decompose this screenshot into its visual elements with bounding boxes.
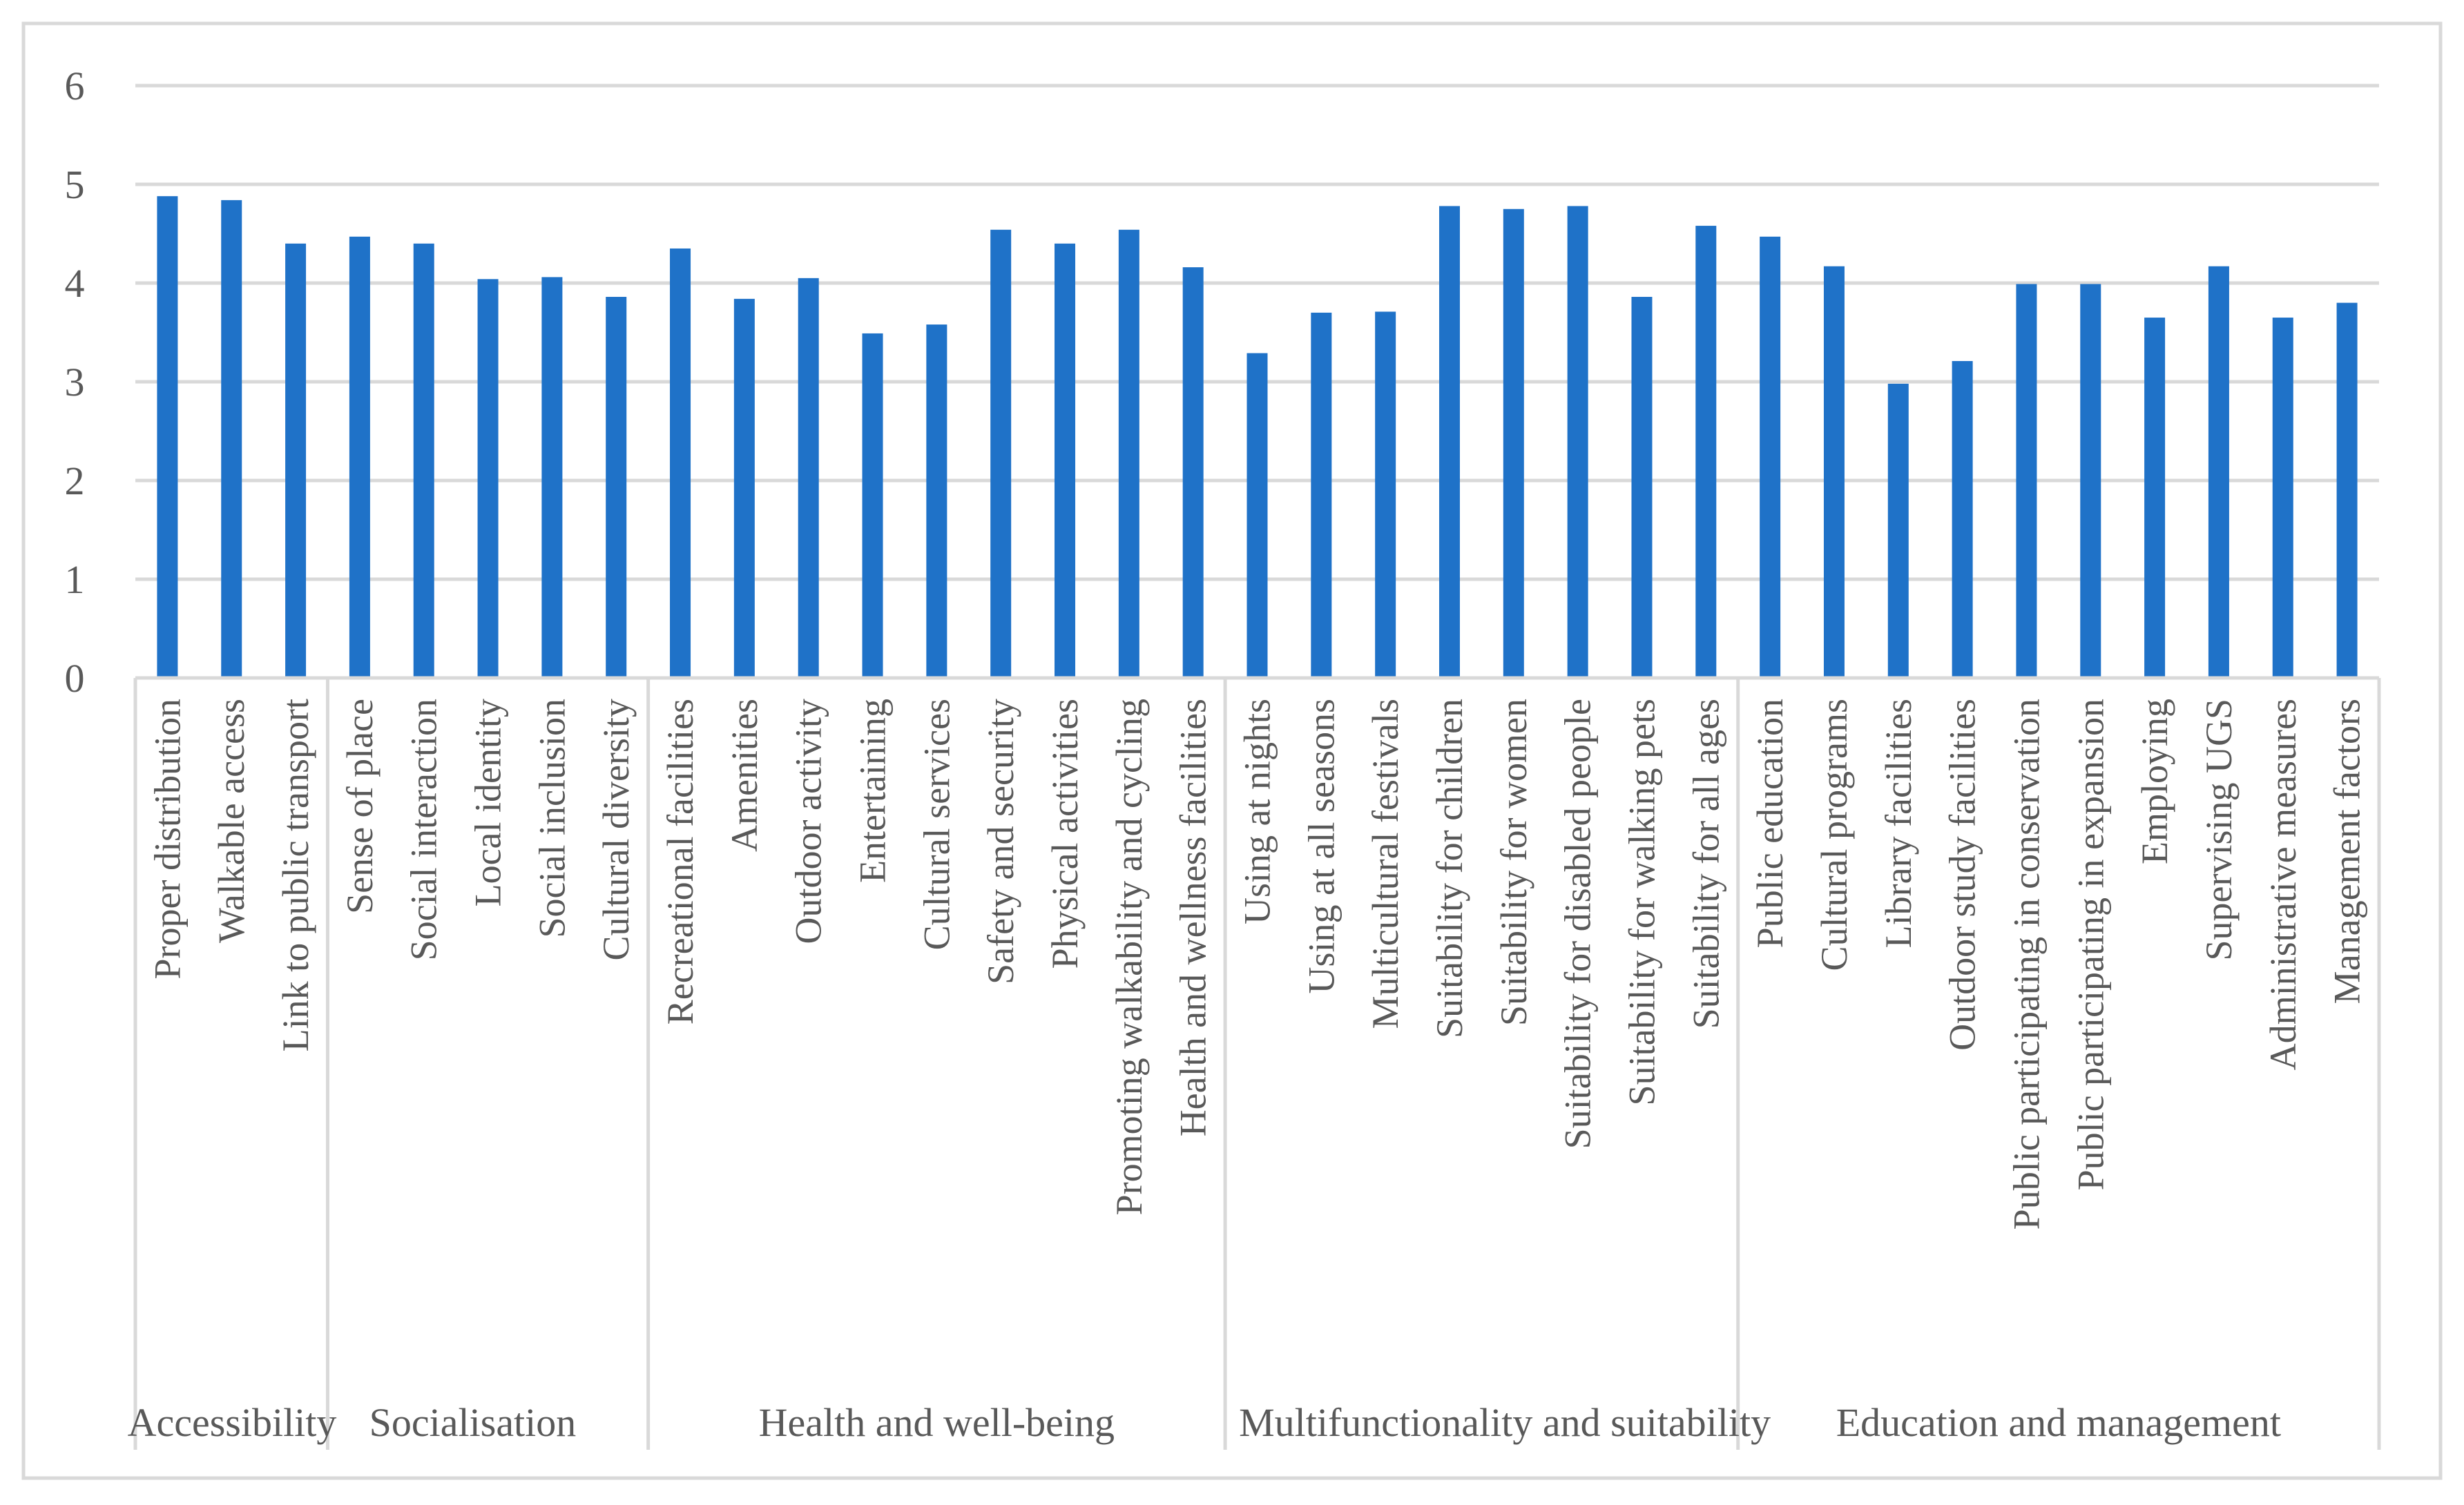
category-labels: Proper distribution Walkable access Link t… [146, 699, 2367, 1230]
bar [1118, 229, 1139, 678]
y-axis-ticks: 0 1 2 3 4 5 6 [65, 64, 85, 701]
y-tick-label: 3 [65, 360, 85, 405]
gridlines [135, 84, 2379, 581]
category-label: Library facilities [1878, 699, 1919, 948]
category-label: Public participating in expansion [2070, 699, 2111, 1190]
category-label: Safety and security [980, 699, 1021, 984]
category-label: Suitability for women [1493, 699, 1534, 1026]
category-label: Social inclusion [531, 699, 572, 938]
category-label: Physical activities [1044, 699, 1086, 969]
bars [157, 196, 2358, 679]
group-label: Education and management [1836, 1400, 2281, 1445]
y-tick-label: 5 [65, 162, 85, 207]
category-label: Local identity [468, 699, 509, 906]
bar [1760, 236, 1781, 678]
category-label: Outdoor activity [788, 699, 829, 944]
category-label: Sense of place [339, 699, 381, 914]
y-tick-label: 6 [65, 64, 85, 108]
group-label: Accessibility [128, 1400, 337, 1445]
category-label: Using at all seasons [1300, 699, 1342, 993]
group-label: Health and well-being [759, 1400, 1115, 1445]
category-label: Social interaction [403, 699, 445, 960]
bar [1311, 312, 1332, 678]
bar [2336, 302, 2358, 679]
bar [1503, 208, 1524, 678]
bar [606, 297, 627, 678]
y-tick-label: 0 [65, 656, 85, 701]
category-label: Outdoor study facilities [1942, 699, 1983, 1051]
bar [1823, 266, 1845, 678]
bar [1247, 353, 1268, 678]
category-label: Proper distribution [146, 699, 188, 979]
bar [1567, 206, 1588, 679]
group-label: Multifunctionality and suitability [1239, 1400, 1771, 1445]
category-label: Recreational facilities [660, 699, 701, 1025]
bar [221, 200, 242, 678]
category-label: Suitability for children [1429, 699, 1470, 1038]
category-label: Link to public transport [275, 699, 316, 1051]
bar [349, 236, 370, 678]
bar [733, 298, 755, 678]
category-label: Suitability for disabled people [1557, 699, 1599, 1149]
bar [2016, 284, 2037, 678]
bar [1055, 243, 1076, 678]
bar [413, 243, 434, 678]
category-label: Employing [2134, 699, 2175, 864]
category-axis [133, 676, 2381, 1450]
bar [2080, 284, 2101, 678]
category-label: Public participating in conservation [2005, 699, 2047, 1230]
bar [670, 248, 691, 678]
bar [2144, 318, 2166, 678]
bar [862, 333, 883, 678]
category-label: Cultural services [916, 699, 957, 950]
bar [926, 324, 947, 678]
category-label: Health and wellness facilities [1173, 699, 1214, 1136]
bar [1375, 311, 1396, 679]
bar [157, 196, 178, 678]
category-label: Supervising UGS [2198, 699, 2240, 961]
bar [2272, 318, 2293, 678]
bar [1952, 360, 1973, 678]
bar [1887, 383, 1909, 678]
category-label: Walkable access [211, 699, 252, 943]
bar [2208, 266, 2229, 678]
y-tick-label: 4 [65, 261, 85, 306]
category-label: Suitability for all ages [1685, 699, 1726, 1029]
category-label: Multicultural festivals [1365, 699, 1406, 1029]
bar [1695, 226, 1717, 678]
category-label: Cultural diversity [595, 699, 637, 960]
category-label: Cultural programs [1813, 699, 1855, 971]
bar [285, 243, 307, 678]
bar [477, 279, 499, 678]
bar [798, 278, 819, 679]
bar [1438, 206, 1460, 679]
category-label: Promoting walkability and cycling [1108, 699, 1150, 1215]
group-labels: Accessibility Socialisation Health and wel… [128, 1400, 2281, 1445]
bar [1631, 297, 1653, 678]
bar [1182, 267, 1204, 678]
category-label: Amenities [724, 699, 765, 852]
category-label: Suitability for walking pets [1621, 699, 1662, 1105]
category-label: Using at nights [1237, 699, 1278, 924]
group-label: Socialisation [369, 1400, 577, 1445]
bar [541, 277, 563, 678]
y-tick-label: 1 [65, 557, 85, 602]
y-tick-label: 2 [65, 458, 85, 503]
category-label: Administrative measures [2262, 699, 2304, 1070]
bar [990, 229, 1012, 678]
category-label: Entertaining [852, 699, 894, 883]
category-label: Public education [1749, 699, 1791, 948]
category-label: Management factors [2327, 699, 2368, 1004]
